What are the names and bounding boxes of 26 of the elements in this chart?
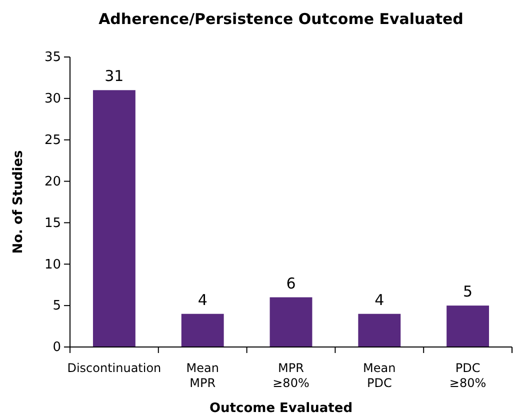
bar xyxy=(92,90,136,347)
x-tick-label: Mean MPR xyxy=(186,361,219,390)
x-tick-label: Mean PDC xyxy=(363,361,396,390)
data-label: 31 xyxy=(104,67,124,86)
bar xyxy=(270,297,312,347)
x-tick-label: Discontinuation xyxy=(67,361,162,375)
bar xyxy=(358,314,401,347)
x-axis-title: Outcome Evaluated xyxy=(210,401,352,416)
y-tick-label: 15 xyxy=(44,216,61,231)
bar xyxy=(181,314,224,347)
data-label: 6 xyxy=(286,274,296,292)
bar xyxy=(446,306,490,347)
y-tick-label: 0 xyxy=(52,340,61,356)
chart-title: Adherence/Persistence Outcome Evaluated xyxy=(98,10,464,28)
data-label: 4 xyxy=(198,290,208,309)
x-tick-label: MPR ≥80% xyxy=(272,361,310,390)
y-tick-label: 10 xyxy=(44,257,61,272)
data-label: 5 xyxy=(463,282,473,301)
y-tick-label: 35 xyxy=(44,50,61,66)
y-tick-label: 5 xyxy=(52,298,61,314)
y-tick-label: 30 xyxy=(44,92,61,107)
y-tick-label: 25 xyxy=(44,133,61,148)
data-label: 4 xyxy=(374,290,384,309)
y-tick-label: 20 xyxy=(44,174,61,190)
x-tick-label: PDC ≥80% xyxy=(449,361,486,390)
y-axis-title: No. of Studies xyxy=(11,150,26,254)
